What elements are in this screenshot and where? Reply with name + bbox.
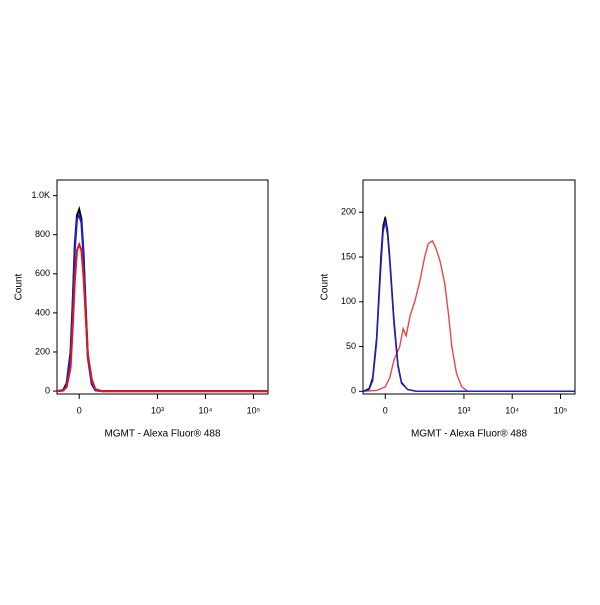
y-axis-label: Count [320,273,331,300]
y-tick-label: 1.0K [31,190,50,200]
x-tick-label: 0 [383,405,388,415]
y-tick-label: 600 [35,268,50,278]
plot-frame [56,179,269,395]
y-tick-label: 50 [346,341,356,351]
histogram-line [56,241,268,393]
y-axis-label: Count [14,273,25,300]
x-tick-label: 10⁴ [199,405,213,415]
x-axis-label: MGMT - Alexa Fluor® 488 [411,429,528,440]
y-tick-label: 400 [35,307,50,317]
y-tick-label: 800 [35,229,50,239]
y-tick-label: 200 [341,207,356,217]
x-tick-label: 10⁵ [247,405,261,415]
plot-frame [362,179,576,395]
x-axis-label: MGMT - Alexa Fluor® 488 [104,429,221,440]
y-tick-label: 150 [341,251,356,261]
y-tick-label: 200 [35,346,50,356]
y-tick-label: 0 [45,385,50,395]
y-tick-label: 0 [351,386,356,396]
y-tick-label: 100 [341,296,356,306]
x-tick-label: 10⁴ [505,405,519,415]
x-tick-label: 10⁵ [554,405,568,415]
histogram-line [362,221,575,393]
x-tick-label: 10³ [151,405,164,415]
histogram-line [362,216,575,393]
histogram-line [362,239,575,393]
x-tick-label: 0 [77,405,82,415]
x-tick-label: 10³ [457,405,470,415]
